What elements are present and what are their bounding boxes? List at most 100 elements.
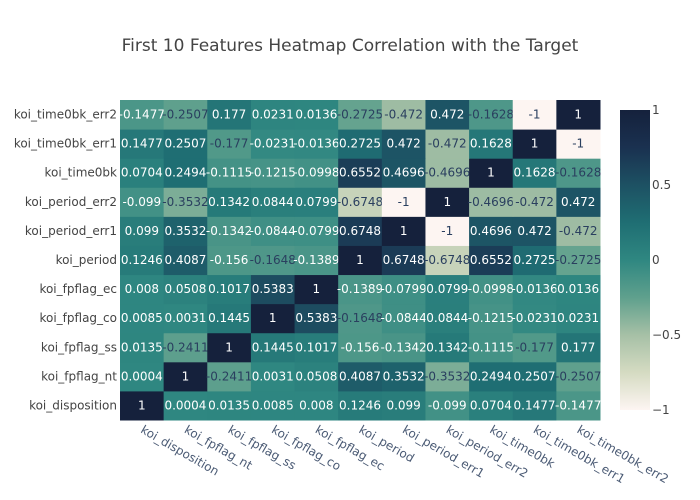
heatmap-cell bbox=[120, 390, 165, 421]
heatmap-cell bbox=[556, 390, 601, 421]
cell-value-label: -0.1389 bbox=[337, 282, 383, 296]
heatmap-cell bbox=[469, 361, 514, 392]
cell-value-label: 0.0031 bbox=[164, 311, 206, 325]
cell-value-label: -0.1215 bbox=[468, 311, 514, 325]
heatmap-cell bbox=[120, 332, 165, 363]
heatmap-cell bbox=[163, 390, 208, 421]
cell-value-label: -1 bbox=[441, 224, 453, 238]
cell-value-label: -0.099 bbox=[428, 398, 467, 412]
colorbar-tick-label: −1 bbox=[652, 403, 670, 417]
heatmap-cell bbox=[425, 158, 470, 188]
cell-value-label: -1 bbox=[398, 195, 410, 209]
heatmap-cell bbox=[207, 187, 252, 217]
heatmap-cell bbox=[381, 129, 426, 159]
cell-value-label: 0.1477 bbox=[514, 398, 556, 412]
cell-value-label: 0.0844 bbox=[252, 195, 294, 209]
heatmap-cell bbox=[207, 245, 252, 276]
heatmap-cell bbox=[250, 361, 296, 392]
heatmap-cell bbox=[469, 332, 514, 363]
cell-value-label: -0.0998 bbox=[293, 166, 339, 180]
cell-value-label: 0.1246 bbox=[339, 398, 381, 412]
heatmap-cell bbox=[163, 187, 208, 217]
cell-value-label: -0.1628 bbox=[468, 108, 514, 122]
cell-value-label: -0.472 bbox=[559, 224, 598, 238]
heatmap-cell bbox=[207, 390, 252, 421]
heatmap-cell bbox=[163, 332, 208, 363]
y-tick-label: koi_fpflag_ss bbox=[41, 340, 117, 354]
heatmap-cell bbox=[556, 332, 601, 363]
y-tick-label: koi_period bbox=[56, 253, 117, 267]
y-tick-label: koi_period_err1 bbox=[25, 224, 117, 238]
cell-value-label: -0.1648 bbox=[250, 253, 296, 267]
cell-value-label: 0.2725 bbox=[339, 137, 381, 151]
cell-value-label: 0.0085 bbox=[252, 398, 294, 412]
heatmap-cell bbox=[294, 100, 339, 130]
heatmap-cell bbox=[425, 245, 470, 276]
cell-value-label: 0.099 bbox=[386, 398, 420, 412]
heatmap-cell bbox=[250, 100, 296, 130]
cell-value-label: -0.2725 bbox=[337, 108, 383, 122]
heatmap-cell bbox=[250, 187, 296, 217]
heatmap-cell bbox=[338, 129, 383, 159]
cell-value-label: -0.472 bbox=[515, 195, 554, 209]
chart-title: First 10 Features Heatmap Correlation wi… bbox=[122, 36, 579, 56]
heatmap-cell bbox=[512, 245, 557, 276]
heatmap-cell bbox=[381, 158, 426, 188]
heatmap-cell bbox=[338, 390, 383, 421]
y-tick-label: koi_fpflag_ec bbox=[39, 282, 117, 296]
cell-value-label: 0.1628 bbox=[514, 166, 556, 180]
heatmap-cell bbox=[207, 332, 252, 363]
heatmap-cell bbox=[338, 187, 383, 217]
heatmap-cell bbox=[425, 361, 470, 392]
cell-value-label: -0.2507 bbox=[555, 369, 601, 383]
colorbar-tick-label: −0.5 bbox=[652, 328, 681, 342]
heatmap-cell bbox=[294, 187, 339, 217]
heatmap-cell bbox=[512, 129, 557, 159]
heatmap-cell bbox=[381, 332, 426, 363]
heatmap-cell bbox=[250, 390, 296, 421]
cell-value-label: 0.0004 bbox=[164, 398, 206, 412]
heatmap-cell bbox=[338, 361, 383, 392]
cell-value-label: 0.1342 bbox=[208, 195, 250, 209]
cell-value-label: 0.2725 bbox=[514, 253, 556, 267]
heatmap-cell bbox=[512, 390, 557, 421]
cell-value-label: -0.156 bbox=[341, 340, 380, 354]
heatmap-cell bbox=[120, 361, 165, 392]
heatmap-cell bbox=[294, 361, 339, 392]
heatmap-cell bbox=[469, 100, 514, 130]
heatmap-cell bbox=[425, 303, 470, 334]
cell-value-label: 0.6748 bbox=[383, 253, 425, 267]
cell-value-label: 0.472 bbox=[517, 224, 551, 238]
colorbar-tick-label: 0.5 bbox=[652, 178, 671, 192]
cell-value-label: 0.2507 bbox=[514, 369, 556, 383]
cell-value-label: -0.4696 bbox=[424, 166, 470, 180]
heatmap-cell bbox=[512, 216, 557, 246]
cell-value-label: 1 bbox=[531, 137, 539, 151]
cell-value-label: 0.1477 bbox=[121, 137, 163, 151]
cell-value-label: 0.008 bbox=[299, 398, 333, 412]
cell-value-label: 0.6552 bbox=[339, 166, 381, 180]
cell-value-label: 0.1017 bbox=[208, 282, 250, 296]
cell-value-label: 0.4696 bbox=[470, 224, 512, 238]
heatmap-cell bbox=[163, 216, 208, 246]
heatmap-cell bbox=[338, 274, 383, 305]
heatmap-cell bbox=[250, 274, 296, 305]
heatmap-cell bbox=[163, 158, 208, 188]
cell-value-label: 0.0135 bbox=[121, 340, 163, 354]
cell-value-label: 0.1445 bbox=[208, 311, 250, 325]
heatmap-cell bbox=[469, 390, 514, 421]
cell-value-label: 0.1246 bbox=[121, 253, 163, 267]
cell-value-label: -0.1648 bbox=[337, 311, 383, 325]
heatmap-cell bbox=[381, 216, 426, 246]
cell-value-label: 0.0136 bbox=[295, 108, 337, 122]
cell-value-label: -0.1477 bbox=[119, 108, 165, 122]
heatmap-cell bbox=[425, 216, 470, 246]
heatmap-cell bbox=[294, 390, 339, 421]
cell-value-label: -0.1115 bbox=[468, 340, 514, 354]
heatmap-cell bbox=[294, 274, 339, 305]
cell-value-label: 0.0135 bbox=[208, 398, 250, 412]
heatmap-cell bbox=[469, 187, 514, 217]
heatmap-cell bbox=[556, 361, 601, 392]
heatmap-cell bbox=[425, 390, 470, 421]
cell-value-label: 1 bbox=[138, 398, 146, 412]
